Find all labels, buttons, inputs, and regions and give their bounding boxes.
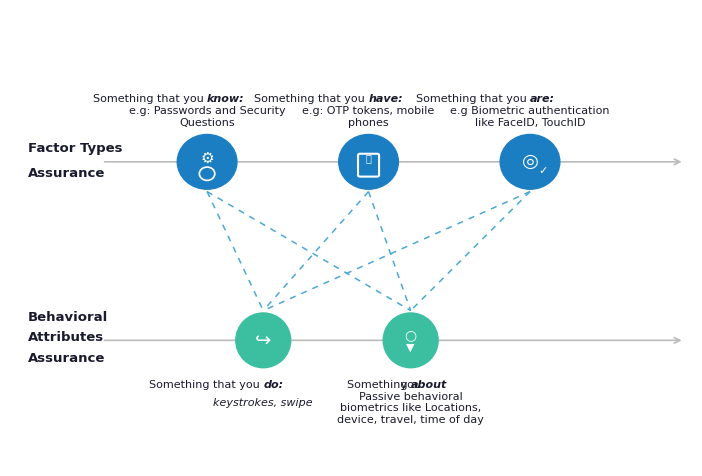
Ellipse shape — [177, 134, 237, 189]
Text: do:: do: — [263, 380, 284, 390]
Text: ↪: ↪ — [255, 331, 272, 350]
Text: have:: have: — [369, 93, 403, 104]
Ellipse shape — [339, 134, 399, 189]
Text: Something that you: Something that you — [254, 93, 369, 104]
Text: e.g: OTP tokens, mobile
phones: e.g: OTP tokens, mobile phones — [303, 106, 435, 128]
Text: e.g: Passwords and Security
Questions: e.g: Passwords and Security Questions — [128, 106, 286, 128]
Ellipse shape — [500, 134, 560, 189]
Text: you:
Passive behavioral
biometrics like Locations,
device, travel, time of day: you: Passive behavioral biometrics like … — [337, 380, 484, 425]
Text: Something that you: Something that you — [416, 93, 530, 104]
Text: ◎: ◎ — [522, 152, 538, 171]
Text: Something: Something — [347, 380, 411, 390]
Text: 🔒: 🔒 — [366, 153, 371, 163]
Ellipse shape — [236, 313, 291, 367]
Text: ⚙: ⚙ — [200, 150, 214, 166]
Text: Assurance: Assurance — [28, 167, 105, 180]
Text: ○: ○ — [404, 328, 417, 343]
Text: Assurance: Assurance — [28, 352, 105, 365]
Text: keystrokes, swipe: keystrokes, swipe — [213, 398, 313, 408]
Text: know:: know: — [207, 93, 245, 104]
Text: Something that you: Something that you — [93, 93, 207, 104]
Text: Factor Types: Factor Types — [28, 142, 123, 155]
Ellipse shape — [383, 313, 438, 367]
Text: Behavioral: Behavioral — [28, 311, 108, 324]
Text: Attributes: Attributes — [28, 331, 104, 345]
Text: are:: are: — [530, 93, 555, 104]
Text: about: about — [411, 380, 447, 390]
Text: Something that you: Something that you — [149, 380, 263, 390]
Text: ▼: ▼ — [406, 342, 415, 353]
Text: e.g Biometric authentication
like FaceID, TouchID: e.g Biometric authentication like FaceID… — [450, 106, 610, 128]
Text: ✓: ✓ — [538, 166, 548, 177]
